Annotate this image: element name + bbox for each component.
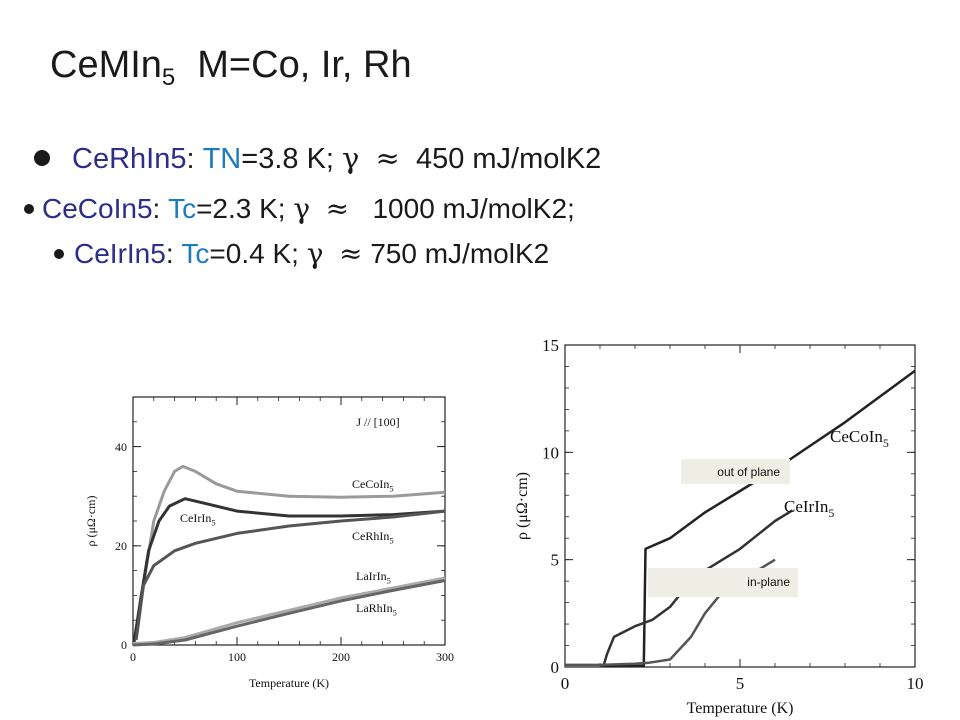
chart-annotation: J // [100] <box>356 415 399 429</box>
compound-name: CeIrIn5 <box>74 238 166 269</box>
title-rest: M=Co, Ir, Rh <box>197 44 412 86</box>
series-line-larhin5 <box>132 579 446 647</box>
bullet-dot-icon <box>24 204 34 215</box>
param-value: =3.8 K; <box>241 143 334 175</box>
out-of-plane-label: out of plane <box>717 465 780 479</box>
gamma-symbol: γ <box>293 192 311 225</box>
series-line-ceirin5 <box>132 497 446 643</box>
series-label-4-subscript: 5 <box>393 609 397 618</box>
series-label-2-text: CeRhIn <box>352 529 389 543</box>
approx-symbol: ≈ <box>338 237 363 270</box>
series-label-4-text: LaRhIn <box>356 601 393 615</box>
x-tick-label: 100 <box>228 650 246 664</box>
plot-frame <box>564 344 916 668</box>
colon: : <box>186 143 195 175</box>
compound-name: CeRhIn5 <box>72 143 187 175</box>
y-tick-label: 40 <box>115 440 127 454</box>
series-label-0: CeCoIn5 <box>352 477 394 494</box>
approx-symbol: ≈ <box>325 192 350 225</box>
series-line-ceirin5 <box>600 509 794 668</box>
in-plane-label: in-plane <box>747 575 790 589</box>
param-name: Tc <box>181 238 210 269</box>
param-name: TN <box>202 143 242 175</box>
colon: : <box>152 193 161 224</box>
param-value: =2.3 K; <box>196 193 286 224</box>
series-label-0-subscript: 5 <box>883 436 889 450</box>
gamma-symbol: γ <box>342 141 360 175</box>
bullet-dot-icon <box>34 150 50 167</box>
series-label-1-subscript: 5 <box>828 506 834 520</box>
series-label-3: LaIrIn5 <box>356 569 391 586</box>
series-label-3-subscript: 5 <box>387 577 391 586</box>
gamma-value: 1000 mJ/molK2; <box>372 193 575 224</box>
gamma-value: 750 mJ/molK2 <box>370 238 550 269</box>
x-tick-label: 5 <box>736 674 745 693</box>
y-tick-label: 20 <box>115 539 127 553</box>
series-label-2: CeRhIn5 <box>352 529 394 546</box>
x-axis-label: Temperature (K) <box>687 700 794 717</box>
title-subscript: 5 <box>161 64 176 91</box>
series-label-0-text: CeCoIn <box>830 427 883 446</box>
series-line-cecoin5 <box>133 464 446 638</box>
gamma-symbol: γ <box>306 237 324 270</box>
bullet-ceirin5: CeIrIn5: Tc=0.4 K; γ ≈ 750 mJ/molK2 <box>54 237 549 270</box>
bullet-cecoin5: CeCoIn5: Tc=2.3 K; γ ≈ 1000 mJ/molK2; <box>24 192 575 225</box>
colon: : <box>165 238 174 269</box>
approx-symbol: ≈ <box>375 141 400 175</box>
in-plane-box <box>648 568 798 597</box>
series-label-1-text: CeIrIn <box>784 497 829 516</box>
x-tick-label: 300 <box>436 650 454 664</box>
x-tick-label: 10 <box>907 674 924 693</box>
gamma-value: 450 mJ/molK2 <box>415 143 602 175</box>
y-tick-label: 0 <box>551 658 560 677</box>
x-tick-label: 0 <box>561 674 570 693</box>
series-label-1-subscript: 5 <box>211 519 215 528</box>
out-of-plane-box <box>681 459 790 484</box>
title-main: CeMIn <box>50 44 162 86</box>
series-line-lairin5 <box>132 576 446 645</box>
series-line-cerhin5 <box>134 509 446 641</box>
y-axis-label: ρ (μΩ·cm) <box>84 496 98 547</box>
compound-name: CeCoIn5 <box>42 193 153 224</box>
x-axis-label: Temperature (K) <box>249 676 329 690</box>
param-name: Tc <box>168 193 197 224</box>
bullet-cerhin5: CeRhIn5: TN=3.8 K; γ ≈ 450 mJ/molK2 <box>34 141 601 176</box>
series-line-cecoin5 <box>600 369 916 668</box>
param-value: =0.4 K; <box>209 238 299 269</box>
series-label-0-text: CeCoIn <box>352 477 389 491</box>
slide-title: CeMIn5 M=Co, Ir, Rh <box>50 44 412 92</box>
y-tick-label: 5 <box>551 551 560 570</box>
series-label-0-subscript: 5 <box>389 485 393 494</box>
y-tick-label: 10 <box>542 443 559 462</box>
x-tick-label: 200 <box>332 650 350 664</box>
y-tick-label: 15 <box>542 336 559 355</box>
bullet-dot-icon <box>54 249 64 260</box>
x-tick-label: 0 <box>130 650 136 664</box>
series-label-1: CeIrIn5 <box>784 497 834 520</box>
series-label-0: CeCoIn5 <box>830 427 889 450</box>
series-label-2-subscript: 5 <box>389 537 393 546</box>
series-label-3-text: LaIrIn <box>356 569 387 583</box>
y-tick-label: 0 <box>121 638 127 652</box>
y-axis-label: ρ (μΩ·cm) <box>514 472 531 540</box>
series-label-1-text: CeIrIn <box>180 511 211 525</box>
series-label-4: LaRhIn5 <box>356 601 397 618</box>
series-label-1: CeIrIn5 <box>180 511 216 528</box>
